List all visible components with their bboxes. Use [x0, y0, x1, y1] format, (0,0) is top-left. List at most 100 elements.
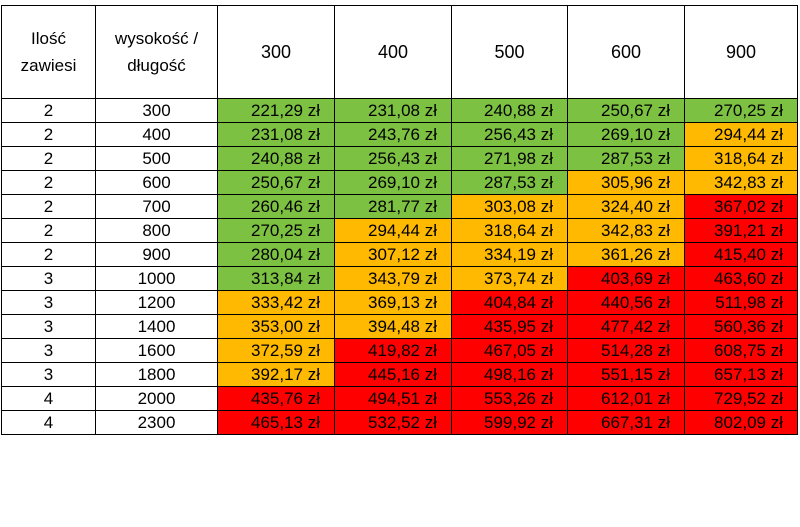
- width-header: 300: [217, 5, 335, 99]
- price-cell: 333,42 zł: [217, 290, 335, 315]
- price-cell: 250,67 zł: [567, 98, 685, 123]
- price-cell: 334,19 zł: [451, 242, 568, 267]
- price-cell: 553,26 zł: [451, 386, 568, 411]
- size-header: wysokość / długość: [95, 5, 218, 99]
- price-cell: 392,17 zł: [217, 362, 335, 387]
- table-row: 3 1000 313,84 zł 343,79 zł 373,74 zł 403,69 z…: [1, 266, 798, 291]
- price-cell: 294,44 zł: [334, 218, 452, 243]
- price-table: Ilość zawiesi wysokość / długość 300 400…: [1, 5, 798, 435]
- price-cell: 608,75 zł: [684, 338, 798, 363]
- size-cell: 500: [95, 146, 218, 171]
- price-cell: 342,83 zł: [684, 170, 798, 195]
- size-cell: 2300: [95, 410, 218, 435]
- price-cell: 240,88 zł: [217, 146, 335, 171]
- price-cell: 271,98 zł: [451, 146, 568, 171]
- price-cell: 256,43 zł: [334, 146, 452, 171]
- price-cell: 307,12 zł: [334, 242, 452, 267]
- price-cell: 372,59 zł: [217, 338, 335, 363]
- price-cell: 514,28 zł: [567, 338, 685, 363]
- size-cell: 300: [95, 98, 218, 123]
- price-cell: 511,98 zł: [684, 290, 798, 315]
- price-cell: 305,96 zł: [567, 170, 685, 195]
- price-cell: 221,29 zł: [217, 98, 335, 123]
- table-row: 2 700 260,46 zł 281,77 zł 303,08 zł 324,40 zł…: [1, 194, 798, 219]
- count-cell: 3: [1, 314, 96, 339]
- size-cell: 1000: [95, 266, 218, 291]
- width-header: 500: [451, 5, 568, 99]
- count-cell: 3: [1, 266, 96, 291]
- price-cell: 369,13 zł: [334, 290, 452, 315]
- price-cell: 440,56 zł: [567, 290, 685, 315]
- price-cell: 403,69 zł: [567, 266, 685, 291]
- table-row: 3 1800 392,17 zł 445,16 zł 498,16 zł 551,15 z…: [1, 362, 798, 387]
- price-cell: 435,95 zł: [451, 314, 568, 339]
- price-cell: 467,05 zł: [451, 338, 568, 363]
- size-cell: 1200: [95, 290, 218, 315]
- price-cell: 313,84 zł: [217, 266, 335, 291]
- price-cell: 303,08 zł: [451, 194, 568, 219]
- price-cell: 445,16 zł: [334, 362, 452, 387]
- price-cell: 324,40 zł: [567, 194, 685, 219]
- price-cell: 342,83 zł: [567, 218, 685, 243]
- size-cell: 800: [95, 218, 218, 243]
- count-cell: 2: [1, 98, 96, 123]
- price-cell: 287,53 zł: [567, 146, 685, 171]
- price-cell: 394,48 zł: [334, 314, 452, 339]
- price-cell: 231,08 zł: [334, 98, 452, 123]
- price-cell: 465,13 zł: [217, 410, 335, 435]
- table-row: 2 500 240,88 zł 256,43 zł 271,98 zł 287,53 zł…: [1, 146, 798, 171]
- price-cell: 240,88 zł: [451, 98, 568, 123]
- price-cell: 367,02 zł: [684, 194, 798, 219]
- table-row: 2 400 231,08 zł 243,76 zł 256,43 zł 269,10 zł…: [1, 122, 798, 147]
- price-cell: 391,21 zł: [684, 218, 798, 243]
- price-cell: 269,10 zł: [334, 170, 452, 195]
- price-cell: 353,00 zł: [217, 314, 335, 339]
- price-cell: 667,31 zł: [567, 410, 685, 435]
- price-cell: 243,76 zł: [334, 122, 452, 147]
- table-row: 3 1200 333,42 zł 369,13 zł 404,84 zł 440,56 z…: [1, 290, 798, 315]
- price-cell: 463,60 zł: [684, 266, 798, 291]
- size-cell: 1600: [95, 338, 218, 363]
- table-row: 4 2300 465,13 zł 532,52 zł 599,92 zł 667,31 z…: [1, 410, 798, 435]
- price-cell: 802,09 zł: [684, 410, 798, 435]
- price-cell: 270,25 zł: [217, 218, 335, 243]
- price-cell: 231,08 zł: [217, 122, 335, 147]
- table-row: 2 900 280,04 zł 307,12 zł 334,19 zł 361,26 zł…: [1, 242, 798, 267]
- table-row: 2 600 250,67 zł 269,10 zł 287,53 zł 305,96 zł…: [1, 170, 798, 195]
- size-cell: 600: [95, 170, 218, 195]
- size-cell: 1400: [95, 314, 218, 339]
- width-header: 600: [567, 5, 685, 99]
- table-row: 3 1400 353,00 zł 394,48 zł 435,95 zł 477,42 z…: [1, 314, 798, 339]
- price-cell: 260,46 zł: [217, 194, 335, 219]
- size-cell: 700: [95, 194, 218, 219]
- price-cell: 269,10 zł: [567, 122, 685, 147]
- table-row: 3 1600 372,59 zł 419,82 zł 467,05 zł 514,28 z…: [1, 338, 798, 363]
- price-cell: 551,15 zł: [567, 362, 685, 387]
- size-cell: 2000: [95, 386, 218, 411]
- price-cell: 270,25 zł: [684, 98, 798, 123]
- count-cell: 3: [1, 362, 96, 387]
- count-cell: 2: [1, 242, 96, 267]
- price-cell: 318,64 zł: [684, 146, 798, 171]
- count-cell: 2: [1, 194, 96, 219]
- price-cell: 477,42 zł: [567, 314, 685, 339]
- table-body: 2 300 221,29 zł 231,08 zł 240,88 zł 250,67 zł…: [1, 98, 798, 435]
- size-cell: 900: [95, 242, 218, 267]
- count-cell: 3: [1, 290, 96, 315]
- price-cell: 361,26 zł: [567, 242, 685, 267]
- price-cell: 532,52 zł: [334, 410, 452, 435]
- width-header: 400: [334, 5, 452, 99]
- price-cell: 498,16 zł: [451, 362, 568, 387]
- table-row: 2 800 270,25 zł 294,44 zł 318,64 zł 342,83 zł…: [1, 218, 798, 243]
- count-cell: 4: [1, 386, 96, 411]
- price-cell: 419,82 zł: [334, 338, 452, 363]
- price-cell: 318,64 zł: [451, 218, 568, 243]
- size-cell: 1800: [95, 362, 218, 387]
- price-cell: 494,51 zł: [334, 386, 452, 411]
- count-cell: 3: [1, 338, 96, 363]
- price-cell: 343,79 zł: [334, 266, 452, 291]
- size-cell: 400: [95, 122, 218, 147]
- count-cell: 2: [1, 122, 96, 147]
- price-cell: 560,36 zł: [684, 314, 798, 339]
